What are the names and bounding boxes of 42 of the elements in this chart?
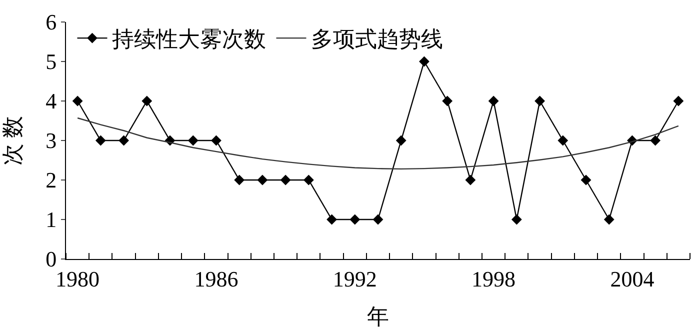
point xyxy=(488,96,499,106)
x-tick-label: 1980 xyxy=(56,266,100,292)
point xyxy=(257,174,268,186)
y-tick-label: 4 xyxy=(46,88,57,114)
y-tick-label: 0 xyxy=(46,246,57,272)
point xyxy=(142,96,152,106)
point xyxy=(372,214,384,225)
point xyxy=(558,135,568,146)
point xyxy=(511,214,522,225)
point xyxy=(604,214,614,225)
point xyxy=(211,135,222,146)
point xyxy=(442,96,453,106)
point xyxy=(650,135,661,146)
point xyxy=(234,174,245,186)
line-series xyxy=(76,117,680,170)
point xyxy=(326,214,337,225)
y-tick-label: 3 xyxy=(46,128,57,154)
y-tick-label: 5 xyxy=(46,49,57,74)
point xyxy=(350,214,360,225)
legend-label: 多项式趋势线 xyxy=(311,26,444,52)
point xyxy=(673,96,684,106)
y-tick-label: 2 xyxy=(46,168,57,193)
legend-label: 持续性大雾次数 xyxy=(112,26,266,52)
point xyxy=(396,135,406,146)
point xyxy=(188,135,198,146)
point xyxy=(118,135,129,146)
point xyxy=(95,135,106,146)
point xyxy=(465,174,476,186)
x-tick-label: 2004 xyxy=(610,266,654,292)
point xyxy=(280,174,291,186)
x-tick-label: 1986 xyxy=(194,266,238,292)
x-tick-label: 1992 xyxy=(332,266,377,292)
x-tick-label: 1998 xyxy=(472,266,516,292)
point xyxy=(534,96,545,106)
point xyxy=(72,96,83,106)
x-axis-title: 年 xyxy=(367,304,389,329)
point xyxy=(419,56,430,67)
y-tick-label: 1 xyxy=(46,207,57,232)
point xyxy=(303,174,314,186)
y-axis-title: 次 数 xyxy=(0,116,25,166)
y-tick-label: 6 xyxy=(46,10,57,35)
point xyxy=(580,174,592,186)
